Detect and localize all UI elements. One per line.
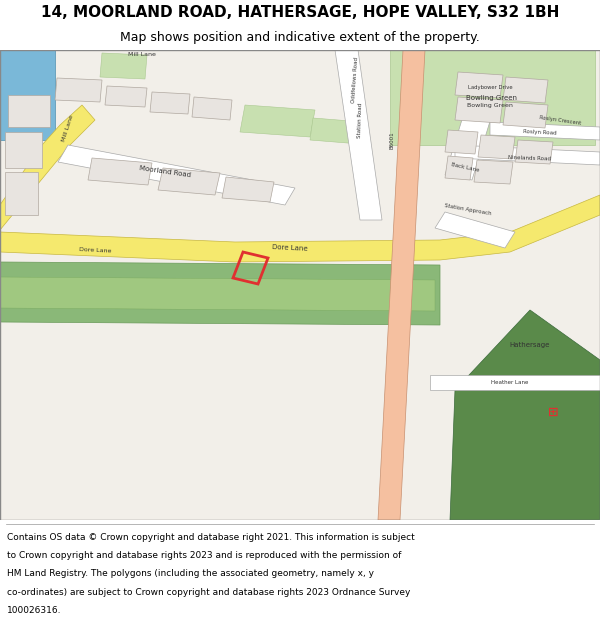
Polygon shape <box>0 50 55 140</box>
Polygon shape <box>430 375 600 390</box>
Text: Station Approach: Station Approach <box>444 203 492 217</box>
Polygon shape <box>490 122 600 140</box>
Polygon shape <box>474 160 513 184</box>
Polygon shape <box>478 135 515 159</box>
Polygon shape <box>88 158 152 185</box>
Polygon shape <box>100 53 147 79</box>
Polygon shape <box>158 168 220 195</box>
Polygon shape <box>105 86 147 107</box>
Polygon shape <box>455 97 503 123</box>
Text: Bowling Green: Bowling Green <box>467 95 517 101</box>
Polygon shape <box>335 50 382 220</box>
Polygon shape <box>515 140 553 164</box>
Polygon shape <box>455 145 600 165</box>
Polygon shape <box>445 156 473 180</box>
Text: co-ordinates) are subject to Crown copyright and database rights 2023 Ordnance S: co-ordinates) are subject to Crown copyr… <box>7 588 410 597</box>
Text: ⊞: ⊞ <box>548 406 558 419</box>
Polygon shape <box>0 262 440 325</box>
Text: Roslyn Road: Roslyn Road <box>523 129 557 136</box>
Polygon shape <box>0 277 435 311</box>
Polygon shape <box>378 50 425 520</box>
Polygon shape <box>5 172 38 215</box>
Text: Dore Lane: Dore Lane <box>79 247 111 253</box>
Polygon shape <box>445 100 495 180</box>
Text: Oddfellows Road: Oddfellows Road <box>351 57 359 103</box>
Polygon shape <box>455 72 503 98</box>
Text: Mill Lane: Mill Lane <box>128 52 156 57</box>
Polygon shape <box>450 310 600 520</box>
Polygon shape <box>503 77 548 103</box>
Text: to Crown copyright and database rights 2023 and is reproduced with the permissio: to Crown copyright and database rights 2… <box>7 551 401 560</box>
Text: Ladybower Drive: Ladybower Drive <box>467 86 512 91</box>
Polygon shape <box>503 102 548 128</box>
Text: 14, MOORLAND ROAD, HATHERSAGE, HOPE VALLEY, S32 1BH: 14, MOORLAND ROAD, HATHERSAGE, HOPE VALL… <box>41 5 559 20</box>
Polygon shape <box>445 130 478 154</box>
Polygon shape <box>222 177 274 202</box>
Text: Contains OS data © Crown copyright and database right 2021. This information is : Contains OS data © Crown copyright and d… <box>7 532 415 542</box>
Text: Mill Lane: Mill Lane <box>61 114 74 142</box>
Polygon shape <box>192 97 232 120</box>
Polygon shape <box>58 145 295 205</box>
Text: Station Road: Station Road <box>357 102 363 138</box>
Polygon shape <box>390 50 595 145</box>
Polygon shape <box>0 105 95 230</box>
Text: Heather Lane: Heather Lane <box>491 379 529 384</box>
Text: Hathersage: Hathersage <box>510 342 550 348</box>
Polygon shape <box>8 95 50 127</box>
Text: Dore Lane: Dore Lane <box>272 244 308 252</box>
Polygon shape <box>55 78 102 102</box>
Polygon shape <box>0 195 600 262</box>
Text: B6001: B6001 <box>389 131 395 149</box>
Text: Roslyn Crescent: Roslyn Crescent <box>539 114 581 126</box>
Text: 100026316.: 100026316. <box>7 606 62 615</box>
Text: Map shows position and indicative extent of the property.: Map shows position and indicative extent… <box>120 31 480 44</box>
Polygon shape <box>310 118 363 144</box>
Text: Back Lane: Back Lane <box>451 162 479 172</box>
Polygon shape <box>5 132 42 168</box>
Text: HM Land Registry. The polygons (including the associated geometry, namely x, y: HM Land Registry. The polygons (includin… <box>7 569 374 578</box>
Text: Bowling Green: Bowling Green <box>467 102 513 107</box>
Polygon shape <box>150 92 190 114</box>
Polygon shape <box>435 212 515 248</box>
Text: Moorland Road: Moorland Road <box>139 166 191 179</box>
Polygon shape <box>240 105 315 137</box>
Text: Ninelands Road: Ninelands Road <box>508 155 551 161</box>
